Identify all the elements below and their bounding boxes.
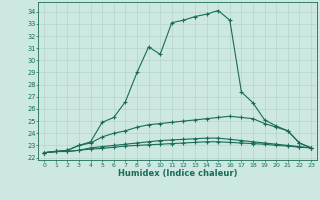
X-axis label: Humidex (Indice chaleur): Humidex (Indice chaleur) bbox=[118, 169, 237, 178]
